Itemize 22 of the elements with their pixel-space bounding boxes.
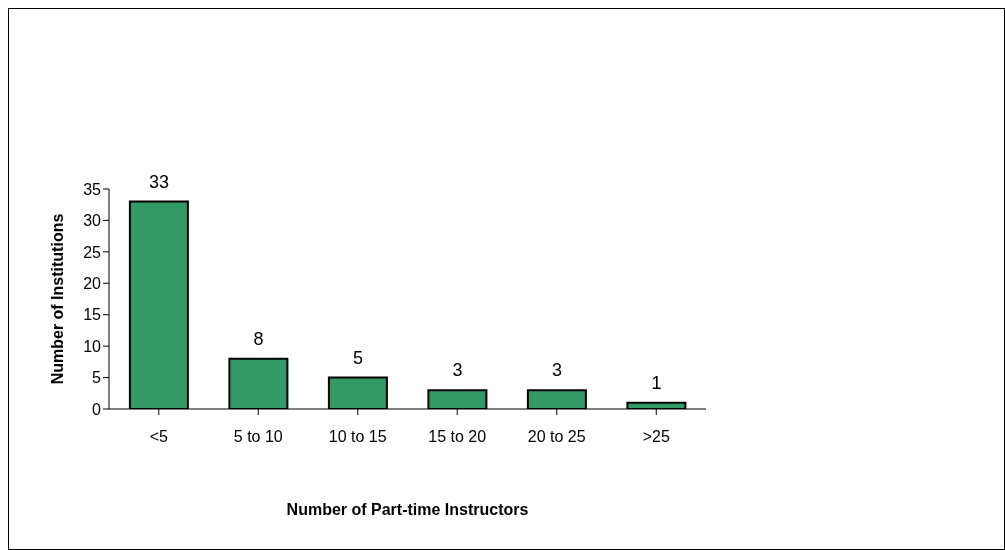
y-axis-title: Number of Institutions bbox=[48, 213, 66, 385]
data-label: 1 bbox=[651, 372, 662, 393]
y-tick-label: 15 bbox=[83, 306, 102, 324]
x-tick-label: 20 to 25 bbox=[527, 428, 586, 446]
y-tick-label: 0 bbox=[92, 400, 102, 418]
data-label: 8 bbox=[253, 328, 264, 349]
x-tick-label: <5 bbox=[149, 428, 168, 446]
y-tick-label: 10 bbox=[83, 337, 102, 355]
y-tick-label: 5 bbox=[92, 369, 102, 387]
data-label: 5 bbox=[352, 347, 363, 368]
x-tick-label: 5 to 10 bbox=[233, 428, 283, 446]
x-axis-title: Number of Part-time Instructors bbox=[286, 501, 529, 518]
data-label: 33 bbox=[148, 171, 169, 192]
data-label: 3 bbox=[551, 360, 562, 381]
y-tick-label: 25 bbox=[83, 243, 102, 261]
y-tick-label: 30 bbox=[83, 212, 102, 230]
x-tick-label: 15 to 20 bbox=[428, 428, 487, 446]
x-tick-label: >25 bbox=[642, 428, 670, 446]
x-tick-label: 10 to 15 bbox=[328, 428, 387, 446]
data-label: 3 bbox=[452, 360, 463, 381]
y-tick-label: 20 bbox=[83, 274, 102, 292]
y-tick-label: 35 bbox=[83, 180, 102, 198]
